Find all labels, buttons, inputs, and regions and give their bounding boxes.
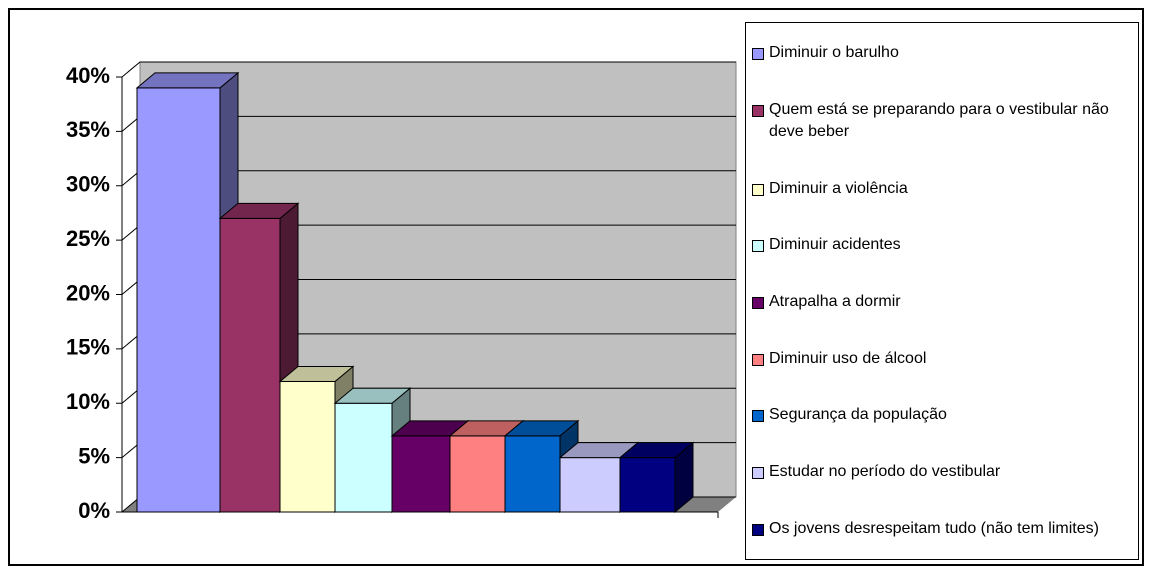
legend-swatch (752, 104, 764, 117)
bar (391, 435, 451, 513)
bar (334, 402, 393, 513)
bar-top (218, 202, 300, 219)
chart-frame (8, 8, 1144, 566)
bar-top (333, 387, 412, 404)
legend-label: Diminuir a violência (769, 179, 908, 197)
legend-entry: Diminuir a violência (752, 178, 1132, 200)
legend-swatch (752, 240, 764, 253)
legend-entry: Atrapalha a dormir (752, 291, 1132, 313)
bar (619, 457, 676, 513)
legend-entry: Estudar no período do vestibular (752, 461, 1132, 483)
legend-label: Diminuir o barulho (769, 44, 899, 62)
bar (504, 435, 561, 513)
legend-entry: Diminuir acidentes (752, 234, 1132, 256)
y-tick-label: 25% (66, 226, 110, 251)
y-tick-label: 30% (66, 172, 110, 197)
y-tick-label: 5% (78, 443, 110, 468)
legend-label: Quem está se preparando para o vestibula… (769, 100, 1109, 140)
chart: 0% 5% 10% 15% 20% 25% 30% 35% 40% (66, 61, 737, 523)
legend-label: Diminuir acidentes (769, 236, 901, 254)
legend-swatch (752, 353, 764, 366)
bar-top (135, 72, 240, 89)
bar (279, 381, 336, 513)
legend-label: Segurança da população (769, 406, 947, 424)
bar (219, 217, 281, 513)
bar-top (503, 420, 580, 437)
bar (136, 87, 221, 513)
legend-swatch (752, 523, 764, 536)
legend-label: Diminuir uso de álcool (769, 349, 927, 367)
legend: Diminuir o barulho Quem está se preparand… (745, 22, 1139, 560)
legend-label: Estudar no período do vestibular (769, 462, 1001, 480)
legend-entry: Diminuir uso de álcool (752, 348, 1132, 370)
y-tick-label: 0% (78, 498, 110, 523)
bar (449, 435, 506, 513)
bar (559, 457, 621, 513)
legend-label: Os jovens desrespeitam tudo (não tem lim… (769, 519, 1099, 537)
legend-entry: Segurança da população (752, 404, 1132, 426)
bar-top (278, 366, 355, 382)
y-tick-label: 35% (66, 117, 110, 142)
legend-entry: Diminuir o barulho (752, 42, 1132, 64)
y-tick-label: 40% (66, 63, 110, 88)
y-tick-label: 15% (66, 335, 110, 360)
y-tick-label: 10% (66, 389, 110, 414)
legend-swatch (752, 466, 764, 479)
legend-entry: Quem está se preparando para o vestibula… (752, 99, 1132, 143)
legend-swatch (752, 410, 764, 423)
legend-swatch (752, 296, 764, 309)
grid-line (121, 61, 736, 78)
legend-swatch (752, 183, 764, 196)
bar-top (618, 442, 695, 459)
y-tick-label: 20% (66, 280, 110, 305)
legend-label: Atrapalha a dormir (769, 292, 901, 310)
legend-entry: Os jovens desrespeitam tudo (não tem lim… (752, 518, 1132, 540)
legend-swatch (752, 48, 764, 61)
